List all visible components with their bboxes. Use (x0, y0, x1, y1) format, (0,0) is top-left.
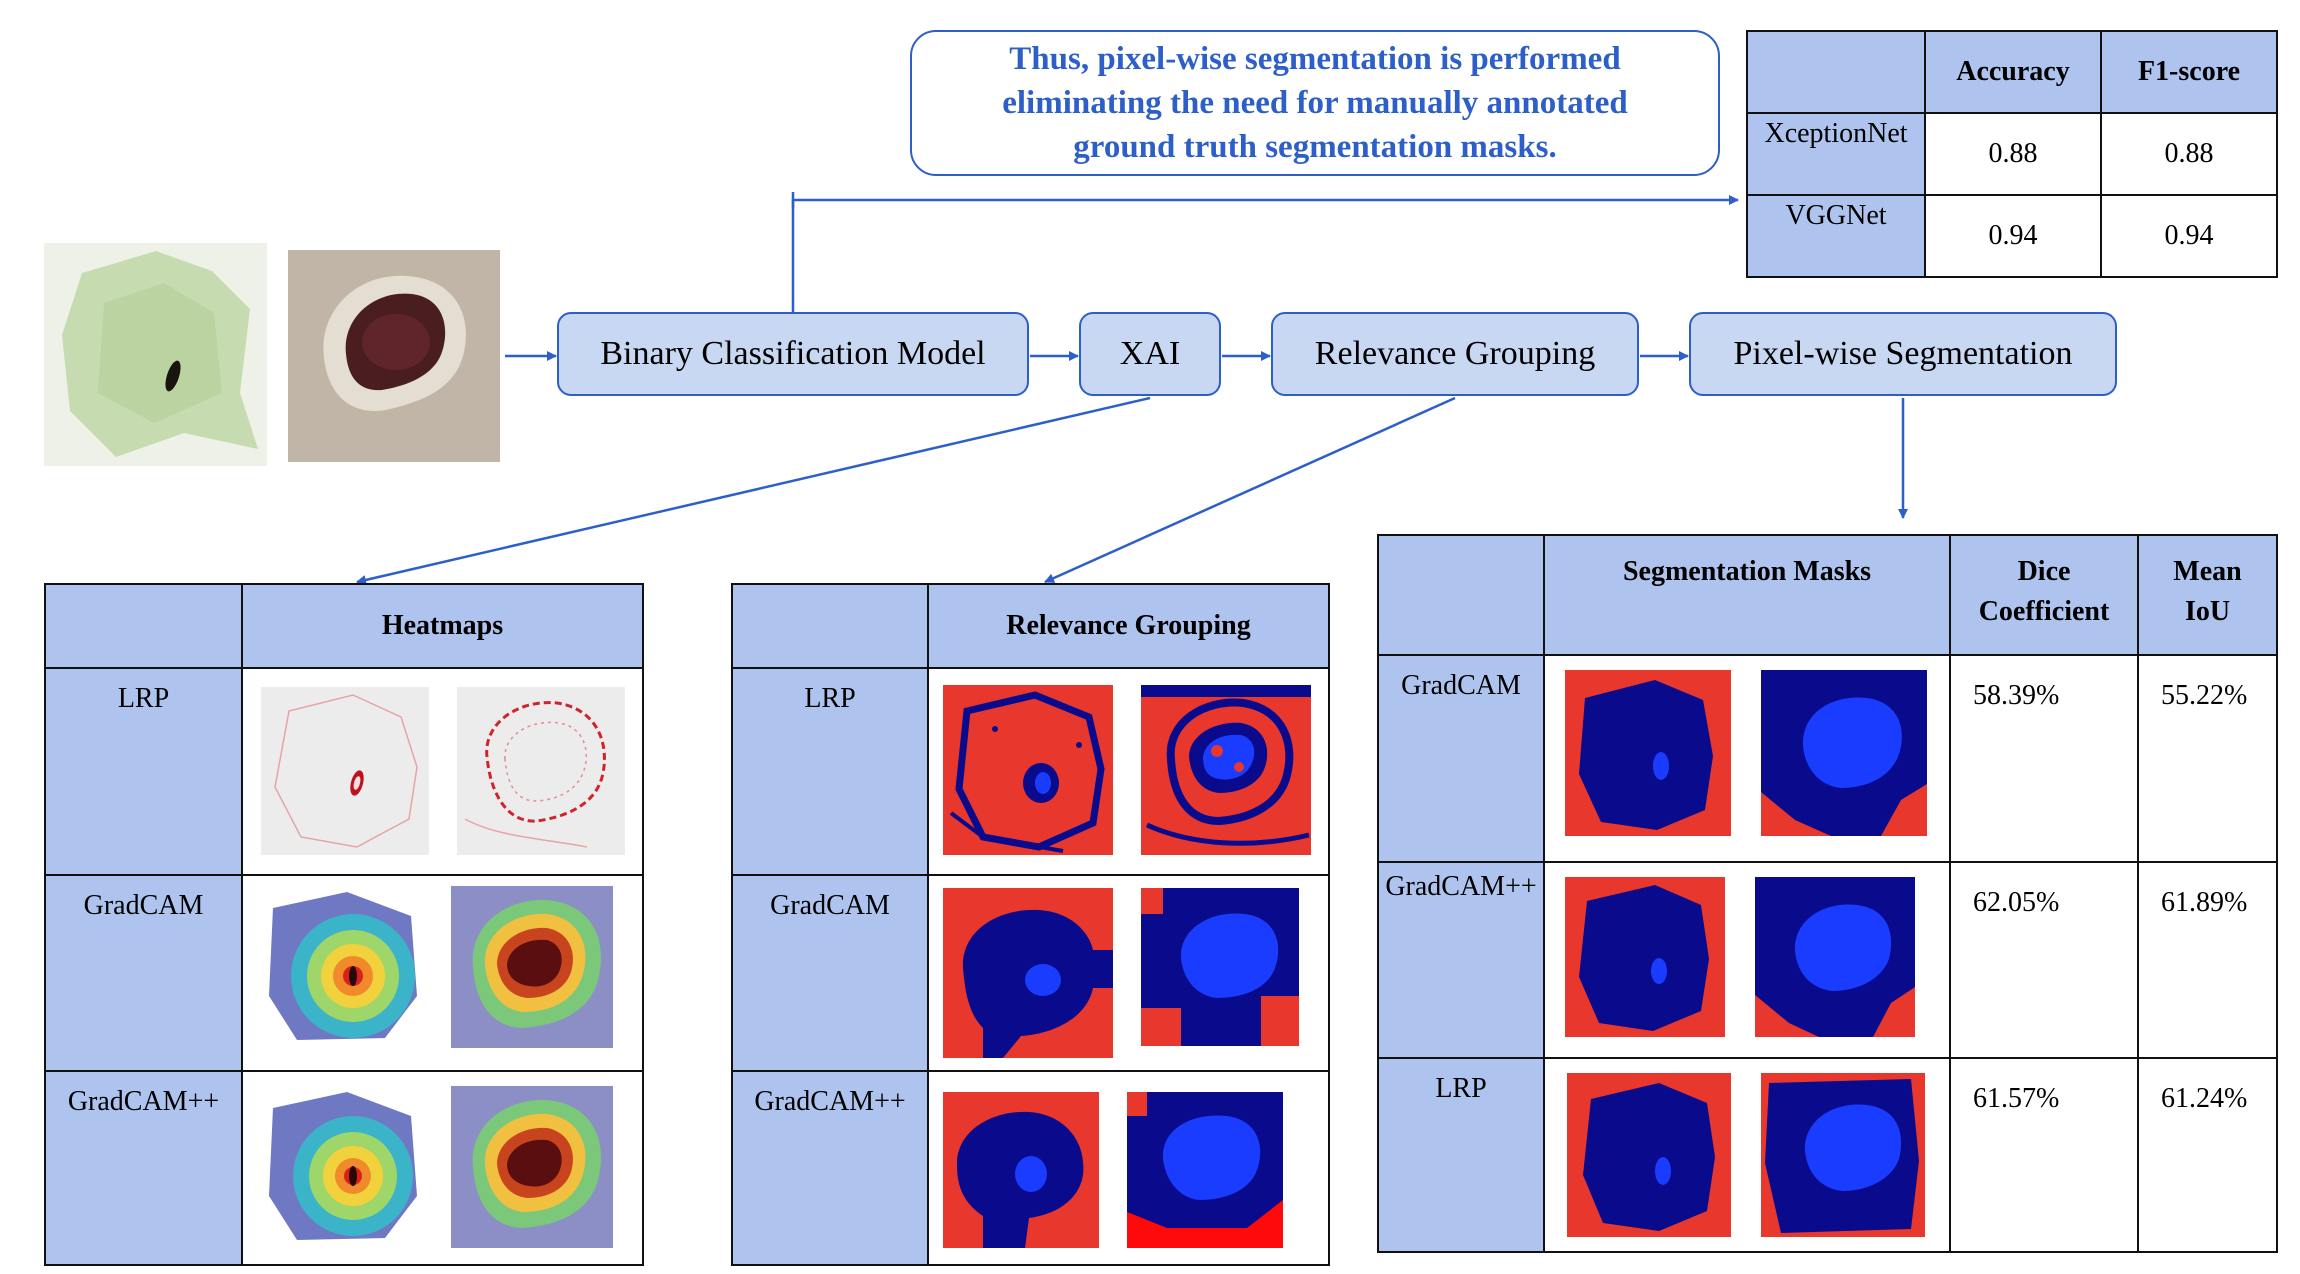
segmentation-row-label: GradCAM (1377, 654, 1545, 863)
arrow-xai-to-heatmaps (356, 396, 1151, 585)
lrp-grouping-image-2 (1141, 685, 1311, 855)
grouping-lrp-cell (927, 667, 1330, 876)
xai-box: XAI (1079, 312, 1221, 396)
heatmaps-gradcam-cell (241, 874, 644, 1072)
segmentation-gradcam-masks (1543, 654, 1951, 863)
grouping-row-label: GradCAM++ (731, 1070, 929, 1266)
arrow-binary-to-results (791, 195, 1739, 312)
heatmaps-header: Heatmaps (241, 583, 644, 669)
heatmaps-row-label: GradCAM (44, 874, 243, 1072)
heatmaps-row-label: GradCAM++ (44, 1070, 243, 1266)
classification-results-table: Accuracy F1-score XceptionNet 0.88 0.88 … (1746, 30, 2278, 278)
gradcampp-mask-image-2 (1755, 877, 1915, 1037)
binary-classification-model-label: Binary Classification Model (600, 335, 986, 372)
grouping-gradcampp-cell (927, 1070, 1330, 1266)
gradcam-dice-value: 58.39% (1949, 654, 2139, 863)
vggnet-f1: 0.94 (2100, 194, 2278, 278)
dice-coefficient-header: Dice Coefficient (1949, 534, 2139, 656)
xceptionnet-accuracy: 0.88 (1924, 112, 2102, 196)
f1-score-header: F1-score (2100, 30, 2278, 114)
grouping-header: Relevance Grouping (927, 583, 1330, 669)
lrp-dice-value: 61.57% (1949, 1057, 2139, 1253)
xceptionnet-label: XceptionNet (1746, 112, 1926, 196)
gradcampp-grouping-image-2 (1127, 1092, 1283, 1248)
grouping-gradcam-cell (927, 874, 1330, 1072)
pixel-wise-segmentation-box: Pixel-wise Segmentation (1689, 312, 2117, 396)
gradcam-grouping-image-2 (1141, 888, 1299, 1046)
gradcam-mask-image-1 (1565, 670, 1731, 836)
grouping-row-label: LRP (731, 667, 929, 876)
gradcampp-heatmap-image-1 (261, 1086, 423, 1248)
gradcampp-iou-value: 61.89% (2137, 861, 2278, 1059)
segmentation-row-label: LRP (1377, 1057, 1545, 1253)
heatmaps-table: Heatmaps LRP GradCAM (44, 583, 644, 1266)
input-cell-image-2 (288, 250, 500, 462)
binary-classification-model-box: Binary Classification Model (557, 312, 1029, 396)
lrp-heatmap-image-2 (457, 687, 625, 855)
segmentation-note-text: Thus, pixel-wise segmentation is perform… (1002, 41, 1628, 165)
gradcam-iou-value: 55.22% (2137, 654, 2278, 863)
relevance-grouping-box: Relevance Grouping (1271, 312, 1639, 396)
gradcam-mask-image-2 (1761, 670, 1927, 836)
gradcam-heatmap-image-1 (261, 886, 423, 1048)
heatmaps-lrp-cell (241, 667, 644, 876)
vggnet-accuracy: 0.94 (1924, 194, 2102, 278)
gradcampp-dice-value: 62.05% (1949, 861, 2139, 1059)
lrp-grouping-image-1 (943, 685, 1113, 855)
segmentation-lrp-masks (1543, 1057, 1951, 1253)
heatmaps-corner-cell (44, 583, 243, 669)
grouping-row-label: GradCAM (731, 874, 929, 1072)
input-cell-image-1 (44, 243, 267, 466)
gradcampp-mask-image-1 (1565, 877, 1725, 1037)
segmentation-results-table: Segmentation Masks Dice Coefficient Mean… (1377, 534, 2278, 1253)
accuracy-header: Accuracy (1924, 30, 2102, 114)
heatmaps-gradcampp-cell (241, 1070, 644, 1266)
segmentation-note: Thus, pixel-wise segmentation is perform… (910, 30, 1720, 176)
segmentation-corner-cell (1377, 534, 1545, 656)
relevance-grouping-table: Relevance Grouping LRP (731, 583, 1330, 1266)
lrp-mask-image-1 (1567, 1073, 1731, 1237)
gradcampp-grouping-image-1 (943, 1092, 1099, 1248)
pixel-wise-segmentation-label: Pixel-wise Segmentation (1733, 335, 2073, 372)
segmentation-masks-header: Segmentation Masks (1543, 534, 1951, 656)
segmentation-row-label: GradCAM++ (1377, 861, 1545, 1059)
relevance-grouping-label: Relevance Grouping (1314, 335, 1596, 372)
mean-iou-header: Mean IoU (2137, 534, 2278, 656)
lrp-iou-value: 61.24% (2137, 1057, 2278, 1253)
xceptionnet-f1: 0.88 (2100, 112, 2278, 196)
gradcampp-heatmap-image-2 (451, 1086, 613, 1248)
heatmaps-row-label: LRP (44, 667, 243, 876)
lrp-heatmap-image-1 (261, 687, 429, 855)
xai-label: XAI (1119, 335, 1181, 372)
segmentation-gradcampp-masks (1543, 861, 1951, 1059)
arrow-relevance-to-grouping (1044, 396, 1456, 584)
gradcam-grouping-image-1 (943, 888, 1113, 1058)
results-corner-cell (1746, 30, 1926, 114)
vggnet-label: VGGNet (1746, 194, 1926, 278)
gradcam-heatmap-image-2 (451, 886, 613, 1048)
grouping-corner-cell (731, 583, 929, 669)
lrp-mask-image-2 (1761, 1073, 1925, 1237)
